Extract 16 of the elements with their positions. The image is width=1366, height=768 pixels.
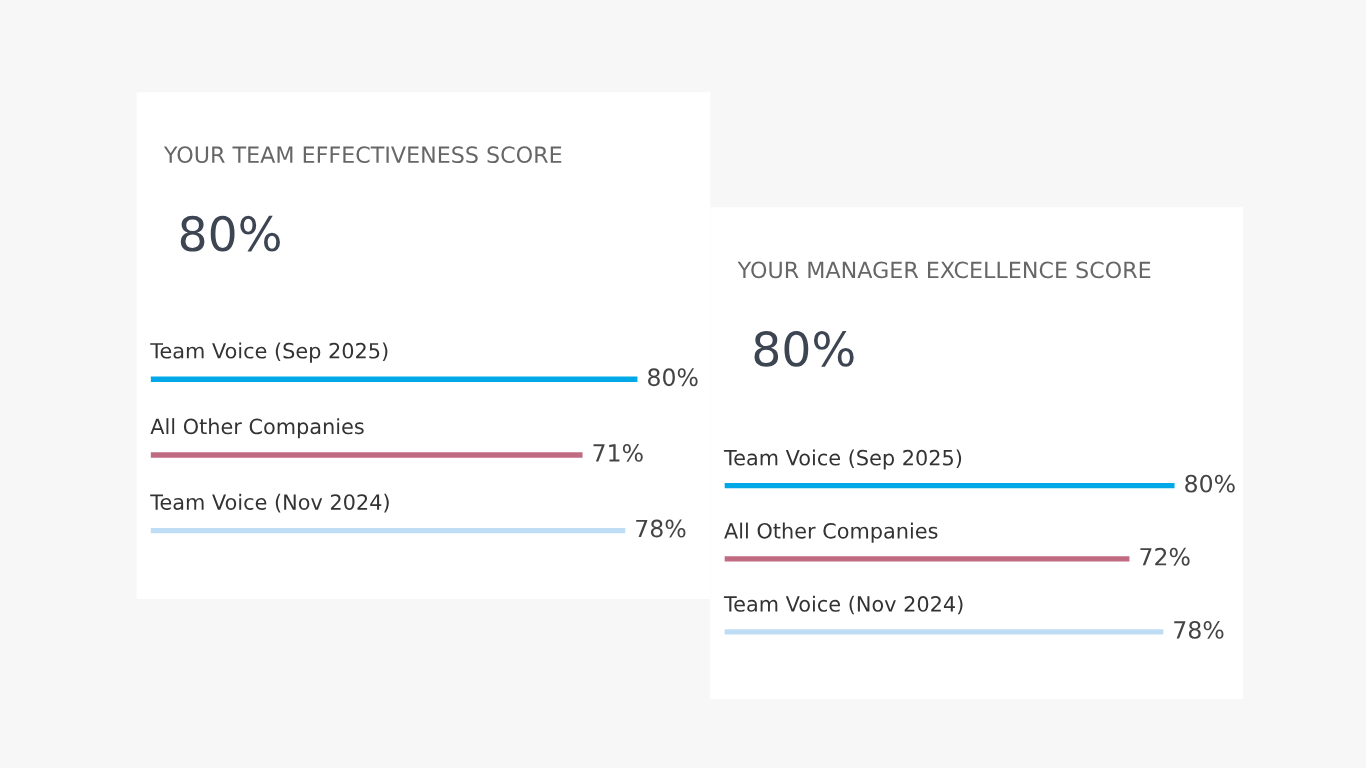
data-label: 71% — [593, 443, 643, 462]
data-label: 78% — [1174, 620, 1224, 639]
text: 80% — [754, 331, 854, 367]
category-label: All Other Companies — [150, 418, 364, 439]
category-label: Team Voice (Sep 2025) — [150, 342, 388, 363]
data-label: 80% — [1185, 474, 1235, 493]
category-label: Team Voice (Nov 2024) — [723, 595, 963, 615]
text: 80% — [180, 215, 280, 252]
category-label: All Other Companies — [724, 522, 938, 543]
data-label: 80% — [648, 368, 698, 387]
chart-title: YOUR MANAGER EXCELLENCE SCORE — [737, 261, 1151, 279]
chart-title: YOUR TEAM EFFECTIVENESS SCORE — [163, 146, 562, 164]
data-label: 72% — [1140, 547, 1190, 566]
category-label: Team Voice (Sep 2025) — [723, 449, 962, 470]
data-label: 78% — [636, 519, 686, 538]
category-label: Team Voice (Nov 2024) — [150, 493, 389, 513]
